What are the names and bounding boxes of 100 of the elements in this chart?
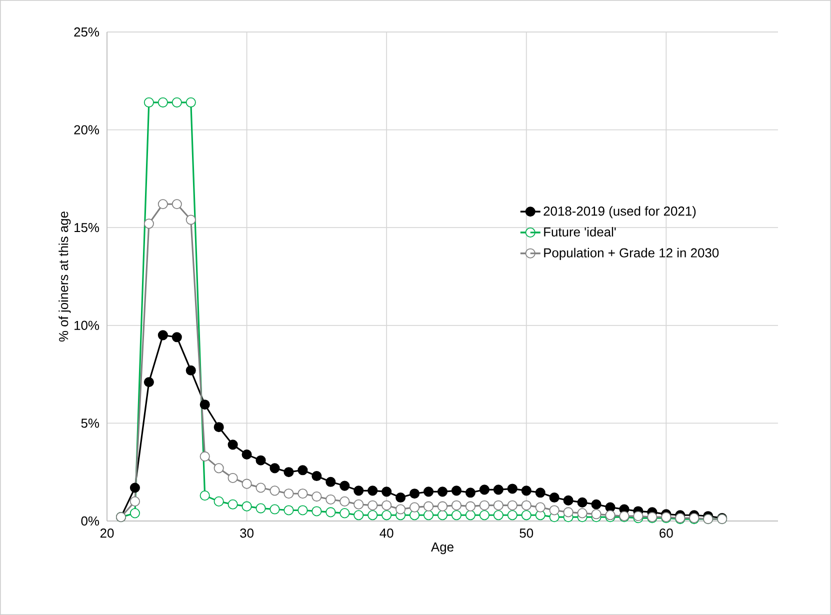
point <box>172 199 182 210</box>
point <box>465 510 476 520</box>
point <box>521 486 532 496</box>
point <box>382 500 392 510</box>
point <box>396 504 406 514</box>
point <box>130 482 140 493</box>
point <box>312 492 322 502</box>
x-tick-label: 30 <box>240 528 254 538</box>
point <box>479 484 490 495</box>
point <box>451 486 462 496</box>
point <box>130 496 140 506</box>
point <box>437 510 448 520</box>
point <box>228 472 238 483</box>
y-axis-title: % of joiners at this age <box>58 212 71 342</box>
point <box>396 492 406 503</box>
point <box>535 502 546 512</box>
x-tick-label: 40 <box>380 528 394 538</box>
point <box>256 503 266 514</box>
point <box>228 499 238 510</box>
point <box>465 488 476 498</box>
x-axis-title: Age <box>431 542 454 554</box>
y-tick-label: 5% <box>81 418 100 428</box>
point <box>256 482 266 493</box>
point <box>368 510 378 520</box>
x-tick-label: 50 <box>520 528 534 538</box>
point <box>200 490 210 501</box>
y-tick-label: 20% <box>74 125 100 134</box>
point <box>186 365 196 376</box>
point <box>312 506 322 516</box>
point <box>298 488 308 499</box>
point <box>158 330 168 340</box>
point <box>521 500 532 510</box>
point <box>298 465 308 476</box>
point <box>256 455 266 466</box>
point <box>507 484 518 494</box>
point <box>312 470 322 482</box>
x-tick-label: 60 <box>660 528 673 538</box>
point <box>130 508 140 518</box>
legend-label: Future 'ideal' <box>544 227 616 237</box>
point <box>158 97 168 108</box>
point <box>242 478 252 489</box>
point <box>214 422 224 432</box>
point <box>354 499 364 510</box>
point <box>577 508 588 518</box>
legend-label: Population + Grade 12 in 2030 <box>544 248 719 260</box>
point <box>493 484 504 495</box>
point <box>326 494 336 505</box>
point <box>172 97 182 108</box>
point <box>410 488 420 499</box>
point <box>382 510 392 520</box>
y-tick-label: 0% <box>81 516 100 526</box>
point <box>493 500 504 510</box>
point <box>368 486 378 496</box>
point <box>270 463 280 474</box>
point <box>214 463 224 474</box>
point <box>465 501 476 512</box>
point <box>493 510 504 520</box>
point <box>326 476 336 487</box>
point <box>423 510 434 520</box>
point <box>284 505 294 516</box>
point <box>242 449 252 460</box>
point <box>200 400 210 410</box>
point <box>144 97 154 108</box>
point <box>479 500 490 510</box>
point <box>437 501 448 512</box>
point <box>591 509 602 520</box>
point <box>368 500 378 510</box>
point <box>423 486 434 497</box>
point <box>242 501 252 512</box>
point <box>535 488 546 498</box>
point <box>549 505 560 516</box>
point <box>144 377 154 388</box>
point <box>563 495 574 506</box>
point <box>354 486 364 496</box>
point <box>382 486 392 497</box>
legend-label: 2018-2019 (used for 2021) <box>544 206 696 218</box>
point <box>158 199 168 210</box>
point <box>284 467 294 478</box>
point <box>270 504 280 514</box>
point <box>200 451 210 462</box>
point <box>270 486 280 496</box>
point <box>326 507 336 518</box>
y-tick-label: 15% <box>74 223 100 232</box>
point <box>451 510 462 520</box>
point <box>228 440 238 450</box>
point <box>298 505 308 516</box>
point <box>340 480 350 491</box>
point <box>340 496 350 506</box>
y-tick-label: 10% <box>74 320 100 330</box>
point <box>172 332 182 342</box>
point <box>410 502 420 512</box>
x-tick-label: 20 <box>100 528 114 538</box>
point <box>437 486 448 497</box>
y-tick-label: 25% <box>74 27 100 37</box>
point <box>451 500 462 510</box>
point <box>340 508 350 518</box>
point <box>577 497 588 508</box>
point <box>521 510 532 520</box>
point <box>284 488 294 499</box>
point <box>354 510 364 520</box>
